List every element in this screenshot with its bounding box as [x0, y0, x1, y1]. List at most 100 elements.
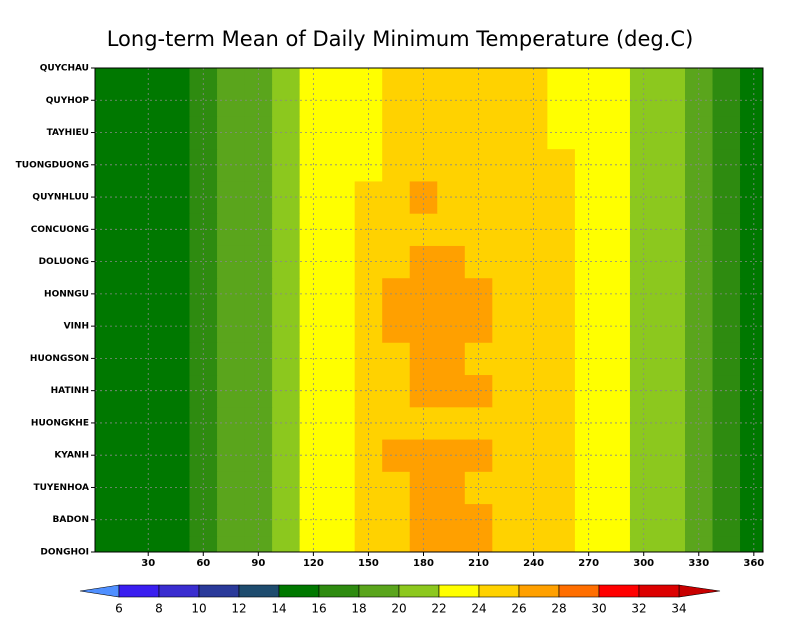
colorbar-label: 28: [551, 602, 566, 616]
colorbar-label: 12: [231, 602, 246, 616]
colorbar-swatch: [478, 584, 520, 598]
cell: [547, 68, 576, 85]
colorbar-swatch: [558, 584, 600, 598]
cell: [519, 68, 548, 85]
cell: [602, 68, 631, 85]
colorbar-swatch: [438, 584, 480, 598]
cell: [574, 68, 603, 85]
colorbar-label: 34: [671, 602, 686, 616]
cell: [189, 310, 218, 343]
cell: [758, 68, 764, 85]
cell: [574, 310, 603, 343]
cell: [740, 277, 759, 311]
cell: [409, 310, 438, 343]
cell: [657, 535, 686, 553]
cell: [685, 68, 714, 85]
colorbar-swatch: [518, 584, 560, 598]
colorbar-label: 14: [271, 602, 286, 616]
cell: [161, 68, 191, 85]
x-tick-label: 240: [523, 558, 544, 569]
colorbar-label: 10: [191, 602, 206, 616]
x-tick-label: 150: [358, 558, 379, 569]
cell: [629, 310, 658, 343]
cell: [217, 535, 246, 553]
cell: [327, 535, 356, 553]
y-tick-label: CONCUONG: [31, 225, 89, 235]
x-tick-label: 30: [141, 558, 155, 569]
x-tick-label: 300: [633, 558, 654, 569]
colorbar-swatch: [358, 584, 400, 598]
y-tick-label: TAYHIEU: [47, 128, 89, 138]
cell: [134, 68, 163, 85]
cell: [437, 535, 466, 553]
cell: [740, 342, 759, 376]
cell: [354, 68, 383, 85]
cell: [712, 535, 741, 553]
colorbar-label: 18: [351, 602, 366, 616]
cell: [382, 535, 411, 553]
cell: [299, 245, 328, 279]
colorbar-swatch: [278, 584, 320, 598]
cell: [134, 310, 163, 343]
colorbar-swatch: [158, 584, 200, 598]
cell: [189, 68, 218, 85]
colorbar-arrow: [79, 584, 120, 598]
cell: [95, 535, 109, 553]
cell: [95, 68, 109, 85]
cell: [244, 245, 273, 279]
cell: [107, 535, 135, 553]
cell: [161, 535, 191, 553]
y-tick-label: HUONGSON: [30, 354, 89, 364]
x-tick-label: 210: [468, 558, 489, 569]
cell: [574, 245, 603, 279]
cell: [685, 245, 714, 279]
colorbar-swatch: [238, 584, 280, 598]
cell: [492, 68, 521, 85]
cell: [740, 535, 759, 553]
colorbar-swatch: [598, 584, 640, 598]
plot-frame: [94, 67, 764, 553]
x-tick-label: 90: [251, 558, 265, 569]
cell: [354, 310, 383, 343]
y-tick-label: KYANH: [54, 451, 89, 461]
chart-title: Long-term Mean of Daily Minimum Temperat…: [107, 27, 694, 51]
y-tick-label: QUYHOP: [46, 96, 90, 106]
y-tick-label: BADON: [53, 515, 89, 525]
cell: [327, 68, 356, 85]
cell: [107, 68, 135, 85]
colorbar-label: 30: [591, 602, 606, 616]
colorbar-swatch: [638, 584, 680, 598]
cell: [354, 245, 383, 279]
x-tick-label: 120: [303, 558, 324, 569]
cell: [272, 68, 301, 85]
colorbar-label: 24: [471, 602, 486, 616]
colorbar-swatch: [318, 584, 360, 598]
cell: [602, 535, 631, 553]
colorbar-label: 16: [311, 602, 326, 616]
cell: [299, 310, 328, 343]
y-tick-label: VINH: [64, 322, 89, 332]
y-tick-label: TUYENHOA: [33, 483, 89, 493]
cell: [244, 68, 273, 85]
x-tick-label: 330: [688, 558, 709, 569]
x-tick-label: 360: [743, 558, 764, 569]
colorbar-label: 22: [431, 602, 446, 616]
cell: [519, 310, 548, 343]
cell: [519, 245, 548, 279]
y-tick-label: DONGHOI: [40, 548, 89, 558]
y-tick-label: DOLUONG: [39, 257, 89, 267]
cell: [244, 310, 273, 343]
y-tick-label: HATINH: [51, 386, 89, 396]
cell: [437, 68, 466, 85]
colorbar-label: 8: [155, 602, 163, 616]
x-tick-label: 180: [413, 558, 434, 569]
cell: [740, 68, 759, 85]
cell: [712, 68, 741, 85]
cell: [547, 535, 576, 553]
cell: [629, 245, 658, 279]
cell: [134, 245, 163, 279]
colorbar-label: 32: [631, 602, 646, 616]
cell: [464, 245, 493, 279]
cell: [409, 68, 438, 85]
cell: [409, 245, 438, 279]
